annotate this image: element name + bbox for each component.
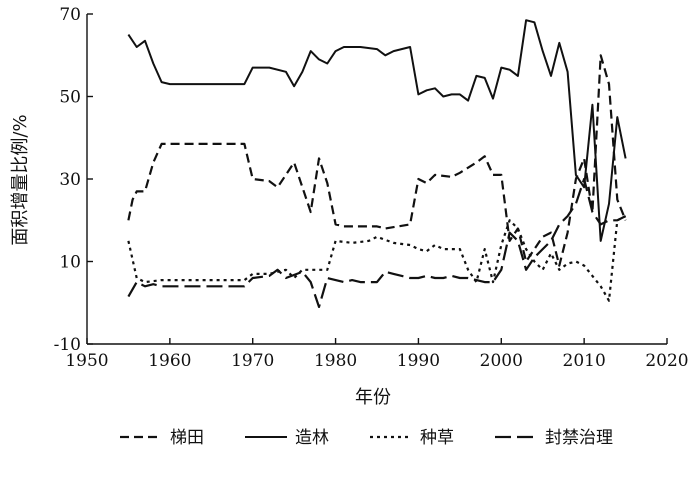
x-tick-label: 1960 bbox=[148, 351, 191, 371]
x-tick-label: 1990 bbox=[397, 351, 440, 371]
legend: 梯田 造林 种草 封禁治理 bbox=[120, 428, 613, 448]
y-tick-label: 70 bbox=[59, 5, 81, 25]
y-tick-label: 10 bbox=[59, 253, 81, 273]
y-axis-title: 面积增量比例/% bbox=[10, 114, 31, 245]
y-tick-label: 30 bbox=[59, 170, 81, 190]
x-tick-label: 1950 bbox=[65, 351, 108, 371]
series-line-1 bbox=[127, 54, 627, 267]
legend-label-2: 造林 bbox=[295, 428, 329, 448]
series-line-2 bbox=[127, 19, 627, 242]
x-tick-label: 2010 bbox=[563, 351, 606, 371]
plot-area bbox=[127, 19, 627, 308]
x-tick-label: 1980 bbox=[314, 351, 357, 371]
x-tick-label: 2000 bbox=[480, 351, 523, 371]
x-axis-title: 年份 bbox=[355, 387, 391, 408]
series-line-4 bbox=[127, 177, 627, 308]
axes: -10 10 30 50 70 1950 1960 1970 1980 1990 2000 2010 2… bbox=[54, 5, 689, 371]
legend-label-3: 种草 bbox=[420, 428, 454, 448]
x-tick-label: 1970 bbox=[231, 351, 274, 371]
y-tick-label: -10 bbox=[54, 335, 81, 355]
series-line-3 bbox=[127, 215, 627, 302]
x-tick-label: 2020 bbox=[645, 351, 688, 371]
y-tick-label: 50 bbox=[59, 88, 81, 108]
legend-label-1: 梯田 bbox=[170, 428, 204, 448]
legend-label-4: 封禁治理 bbox=[545, 428, 613, 448]
